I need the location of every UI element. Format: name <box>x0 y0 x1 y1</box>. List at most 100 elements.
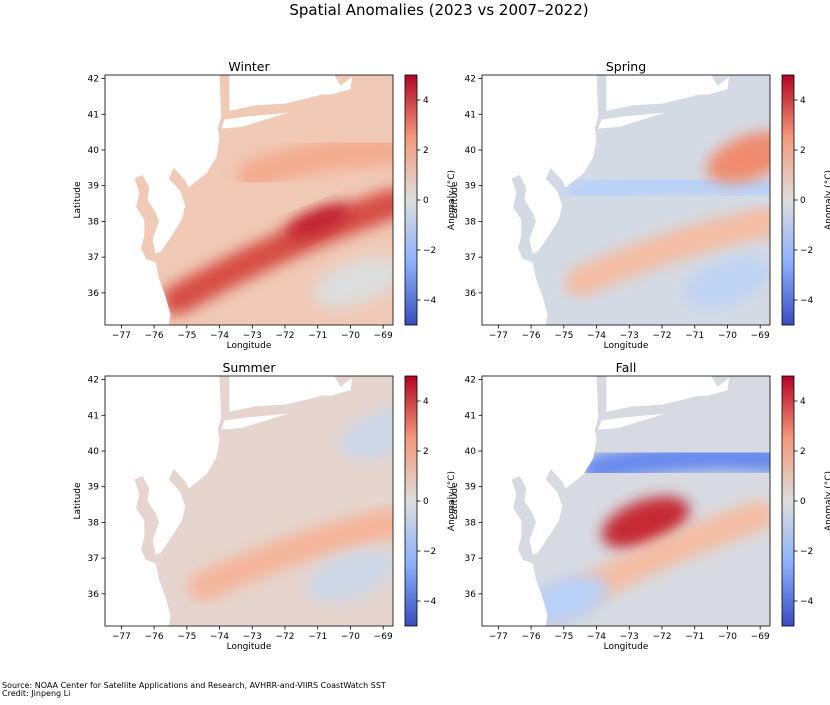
feature-blob <box>706 131 770 184</box>
colorbar-tick-label: 4 <box>800 96 806 106</box>
x-tick-label: −70 <box>341 632 360 642</box>
land-mask-newengland <box>606 376 730 412</box>
anomaly-field <box>482 75 770 325</box>
colorbar-label: Anomaly (°C) <box>824 170 830 230</box>
figure-title: Spatial Anomalies (2023 vs 2007–2022) <box>289 1 588 19</box>
x-tick-label: −76 <box>522 632 541 642</box>
x-tick-label: −74 <box>587 632 606 642</box>
y-tick-label: 41 <box>88 411 99 421</box>
y-tick-label: 40 <box>88 447 100 457</box>
land-mask-longisland <box>598 112 666 129</box>
x-tick-label: −70 <box>341 331 360 341</box>
feature-blob <box>313 256 393 309</box>
x-tick-label: −76 <box>522 331 541 341</box>
feature-blob <box>339 407 393 460</box>
colorbar-tick-label: 2 <box>423 447 429 457</box>
x-tick-label: −77 <box>112 632 131 642</box>
colorbar: −4 −2 0 2 4 Anomaly (°C) <box>781 375 830 627</box>
feature-blob <box>683 256 770 309</box>
x-tick-label: −72 <box>653 632 672 642</box>
land-mask-newengland <box>229 75 353 111</box>
colorbar-tick-label: −4 <box>800 597 814 607</box>
feature-band <box>237 135 393 190</box>
colorbar-label: Anomaly (°C) <box>824 471 830 531</box>
y-tick-label: 39 <box>88 483 100 493</box>
x-tick-label: −71 <box>308 331 327 341</box>
y-axis-label: Latitude <box>450 482 460 520</box>
axes-frame <box>481 74 771 326</box>
y-tick-label: 38 <box>88 217 100 227</box>
panel-winter: Winter −77 −76 −75 −74 −73 −72 −71 −70 −69 36 37 38 3… <box>73 59 457 351</box>
x-tick-label: −72 <box>276 331 295 341</box>
x-tick-label: −77 <box>489 632 508 642</box>
x-axis-label: Longitude <box>604 341 649 351</box>
x-tick-label: −70 <box>718 331 737 341</box>
y-tick-label: 36 <box>465 590 477 600</box>
x-tick-label: −76 <box>145 632 164 642</box>
source-note: Source: NOAA Center for Satellite Applic… <box>2 682 386 698</box>
y-tick-label: 38 <box>465 518 477 528</box>
colorbar-tick-label: −2 <box>800 246 813 256</box>
anomaly-field <box>105 376 393 626</box>
x-tick-label: −74 <box>587 331 606 341</box>
x-tick-label: −75 <box>554 331 573 341</box>
x-tick-label: −75 <box>554 632 573 642</box>
colorbar-tick-label: 0 <box>423 196 429 206</box>
x-tick-label: −75 <box>177 632 196 642</box>
y-tick-label: 40 <box>465 447 477 457</box>
colorbar-gradient <box>781 74 795 326</box>
axes-frame <box>481 375 771 627</box>
feature-band <box>188 507 393 602</box>
panels: Winter −77 −76 −75 −74 −73 −72 −71 −70 −69 36 37 38 3… <box>73 59 830 652</box>
panel-summer: Summer −77 −76 −75 −74 −73 −72 −71 −70 −69 36 37 38 3… <box>73 360 457 652</box>
y-tick-label: 42 <box>88 75 99 85</box>
colorbar-tick-label: 2 <box>423 146 429 156</box>
x-tick-label: −72 <box>653 331 672 341</box>
feature-band <box>565 206 770 298</box>
anomaly-field <box>105 75 393 325</box>
source-text: Source: NOAA Center for Satellite Applic… <box>2 681 386 690</box>
panel-title: Winter <box>228 59 270 74</box>
x-tick-label: −71 <box>308 632 327 642</box>
colorbar-tick-label: 4 <box>800 397 806 407</box>
x-tick-label: −74 <box>210 632 229 642</box>
y-tick-label: 41 <box>88 110 99 120</box>
panel-title: Summer <box>222 360 276 375</box>
y-tick-label: 39 <box>465 483 477 493</box>
y-tick-label: 40 <box>88 146 100 156</box>
x-tick-label: −73 <box>620 331 639 341</box>
axes-frame <box>104 74 394 326</box>
colorbar-tick-label: 0 <box>800 196 806 206</box>
colorbar-tick-label: 4 <box>423 397 429 407</box>
x-tick-label: −71 <box>685 632 704 642</box>
feature-band <box>162 188 393 315</box>
x-tick-label: −77 <box>112 331 131 341</box>
y-tick-label: 42 <box>465 75 476 85</box>
colorbar-tick-label: 0 <box>800 497 806 507</box>
colorbar-tick-label: −4 <box>423 597 437 607</box>
x-tick-label: −77 <box>489 331 508 341</box>
colorbar: −4 −2 0 2 4 Anomaly (°C) <box>404 375 457 627</box>
land-mask-newengland <box>606 75 730 111</box>
credit-text: Credit: Jinpeng Li <box>2 689 71 698</box>
y-axis-label: Latitude <box>450 181 460 219</box>
feature-band <box>565 167 770 208</box>
x-tick-label: −69 <box>374 632 393 642</box>
x-tick-label: −69 <box>751 331 770 341</box>
y-tick-label: 38 <box>465 217 477 227</box>
colorbar: −4 −2 0 2 4 Anomaly (°C) <box>781 74 830 326</box>
y-tick-label: 37 <box>88 554 99 564</box>
x-tick-label: −69 <box>374 331 393 341</box>
x-tick-label: −74 <box>210 331 229 341</box>
colorbar: −4 −2 0 2 4 Anomaly (°C) <box>404 74 457 326</box>
land-mask <box>482 376 599 626</box>
y-tick-label: 37 <box>88 253 99 263</box>
feature-peak <box>285 204 350 239</box>
panel-title: Fall <box>616 360 637 375</box>
y-tick-label: 36 <box>88 289 100 299</box>
colorbar-tick-label: 2 <box>800 447 806 457</box>
x-tick-label: −75 <box>177 331 196 341</box>
feature-band <box>581 441 770 484</box>
x-axis-label: Longitude <box>227 341 272 351</box>
